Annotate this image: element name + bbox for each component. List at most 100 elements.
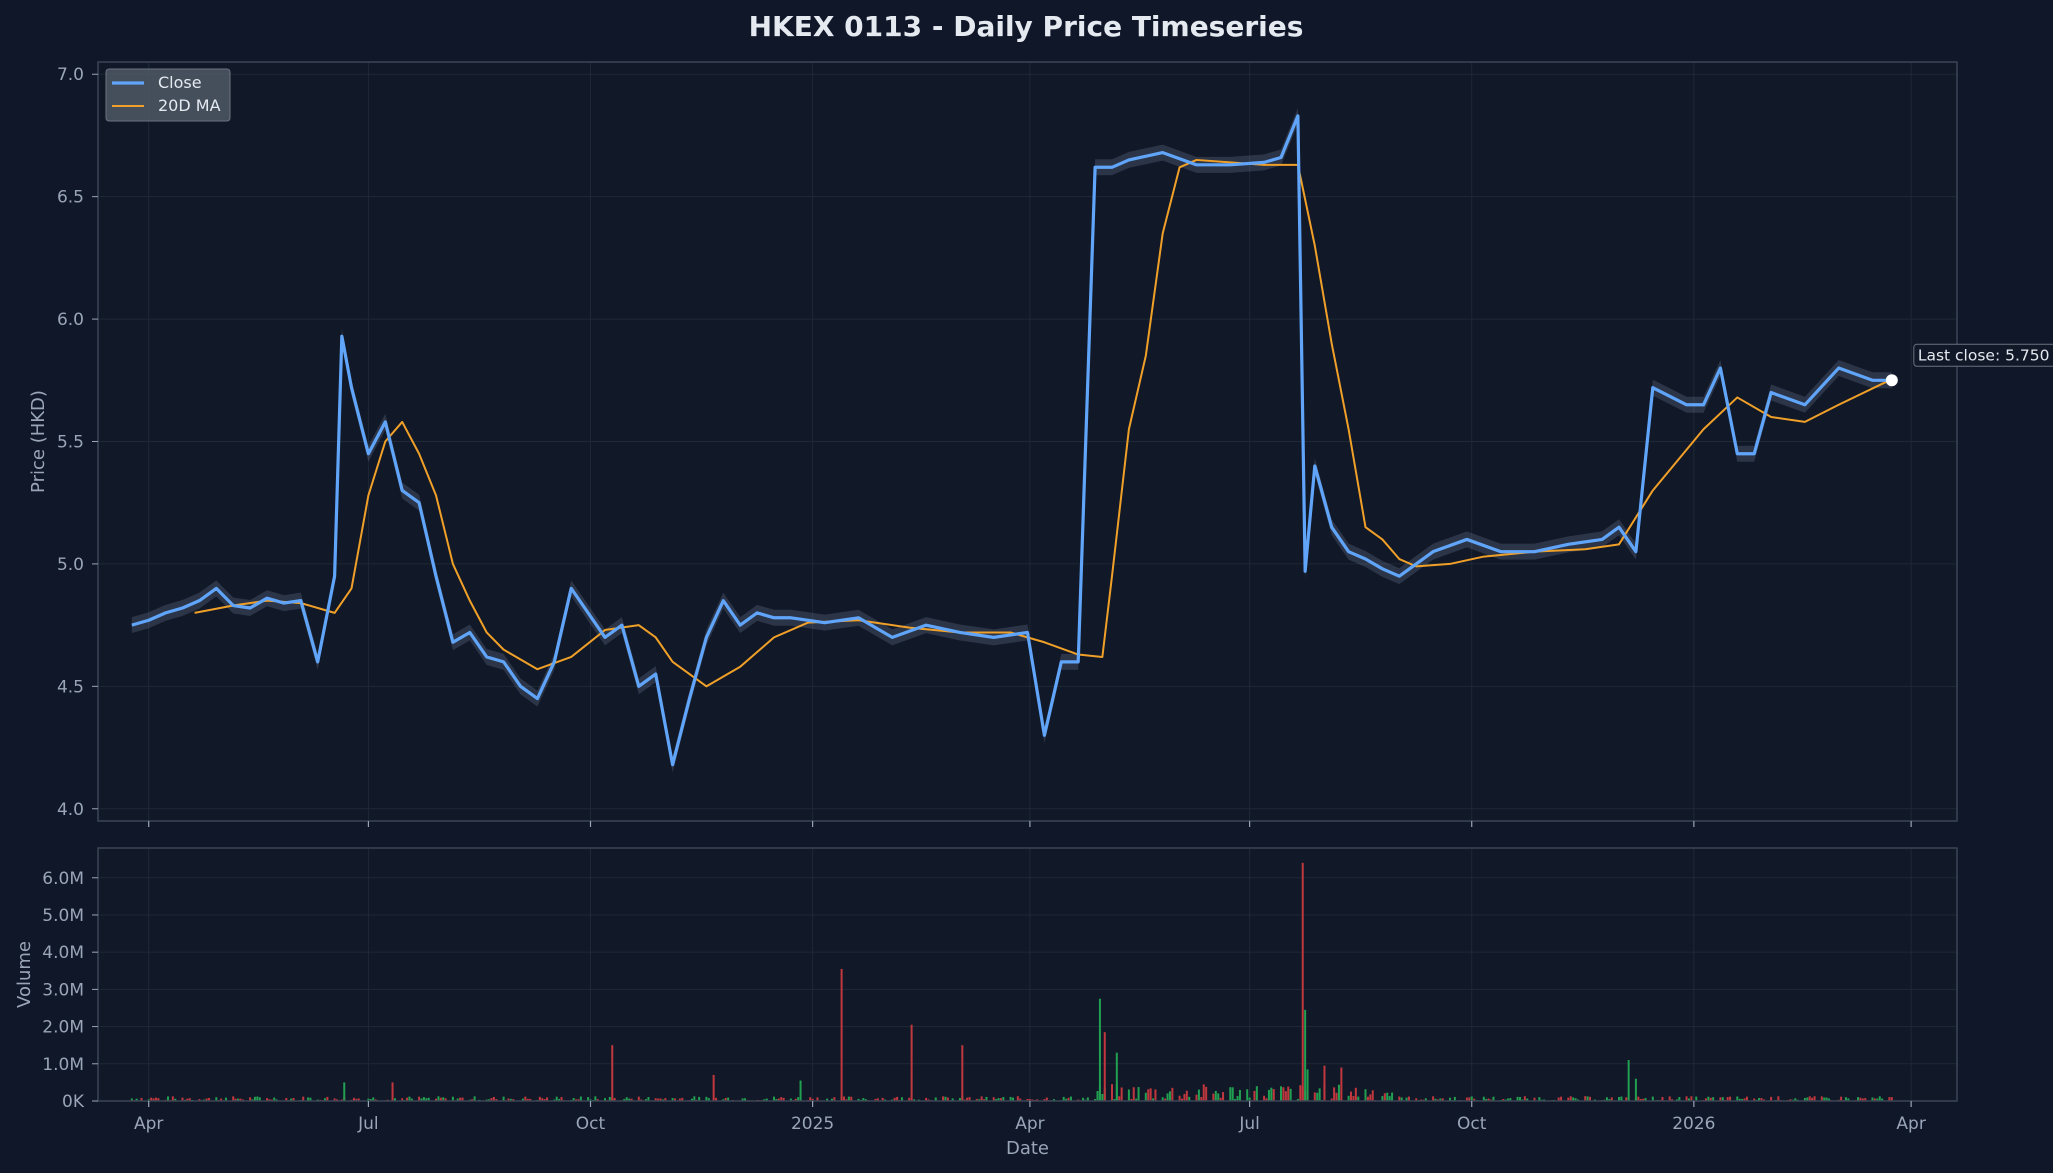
volume-bar [944,1096,947,1101]
volume-bar [1340,1067,1343,1101]
volume-bar [647,1096,650,1101]
volume-bar [1847,1098,1850,1101]
volume-bar [575,1099,578,1101]
volume-bar [1871,1097,1874,1101]
volume-bar [1608,1099,1611,1101]
volume-bar [1152,1098,1155,1101]
volume-bar [579,1096,582,1101]
volume-bar [809,1097,812,1101]
volume-bar [1400,1097,1403,1101]
volume-bar [1509,1098,1512,1101]
volume-bar [1287,1086,1290,1101]
volume-bar [1707,1096,1710,1101]
volume-bar [1859,1097,1862,1101]
volume-bar [712,1074,715,1101]
volume-bar [1864,1098,1867,1101]
volume-bar [1318,1088,1321,1101]
volume-bar [473,1096,476,1101]
volume-bar [1352,1095,1355,1101]
volume-bar [966,1097,969,1101]
volume-bar [150,1097,153,1101]
volume-bar [1690,1096,1693,1101]
volume-bar [999,1098,1002,1101]
volume-bar [1248,1097,1251,1101]
volume-bar [253,1096,256,1101]
volume-bar [1238,1089,1241,1101]
volume-y-tick-label: 2.0M [42,1018,84,1038]
volume-bar [1168,1091,1171,1101]
volume-bar [1118,1096,1121,1101]
volume-bar [1357,1096,1360,1101]
x-tick-label: Apr [134,1114,163,1134]
volume-bar [1391,1092,1394,1101]
volume-bar [1808,1096,1811,1101]
volume-bar [1794,1098,1797,1101]
volume-bar [251,1099,254,1101]
volume-bar [1284,1091,1287,1101]
volume-bar [782,1097,785,1101]
volume-bar [208,1097,211,1101]
volume-bar [343,1082,346,1101]
volume-bar [1103,1032,1106,1101]
volume-bar [1101,1093,1104,1101]
volume-bar [1185,1090,1188,1101]
volume-bar [625,1097,628,1101]
volume-bar [1335,1092,1338,1101]
volume-bar [174,1098,177,1101]
volume-bar [1811,1097,1814,1101]
volume-bar [1695,1096,1698,1101]
last-close-label: Last close: 5.750 [1918,346,2050,364]
volume-bar [1840,1096,1843,1101]
volume-bar [425,1098,428,1101]
volume-bar [1504,1099,1507,1101]
volume-bar [333,1098,336,1101]
volume-bar [744,1098,747,1101]
volume-bar [1231,1087,1234,1101]
volume-bar [913,1099,916,1101]
volume-bar [1473,1098,1476,1101]
volume-bar [1405,1097,1408,1101]
volume-bar [1009,1096,1012,1101]
volume-bar [1330,1098,1333,1101]
volume-bar [1036,1099,1039,1101]
volume-bar [722,1099,725,1101]
volume-bar [816,1097,819,1101]
volume-bar [693,1096,696,1101]
volume-bar [1369,1094,1372,1101]
volume-bar [1806,1097,1809,1101]
volume-x-ticks: Apr Jul Oct 2025 Apr Jul Oct 2026 Apr [134,1101,1926,1134]
volume-bar [1082,1097,1085,1101]
volume-bar [1197,1089,1200,1101]
volume-bar [1610,1097,1613,1101]
volume-bar [1881,1098,1884,1101]
volume-bar [285,1098,288,1101]
volume-bar [1313,1092,1316,1101]
volume-bar [1026,1098,1029,1101]
volume-bar [1229,1087,1232,1101]
volume-bar [1876,1098,1879,1101]
volume-bar [1188,1096,1191,1101]
volume-bar [995,1099,998,1101]
volume-bar [589,1099,592,1101]
volume-bar [198,1099,201,1101]
volume-bar [896,1096,899,1101]
volume-bar [789,1098,792,1101]
volume-bar [1222,1092,1225,1101]
volume-bar [1217,1093,1220,1101]
volume-bar [140,1097,143,1101]
price-panel: 4.0 4.5 5.0 5.5 6.0 6.5 7.0 Price (HKD) Close 2… [28,61,2053,827]
price-y-tick-label: 4.5 [57,677,84,697]
volume-bar [1890,1097,1893,1101]
volume-bar [900,1097,903,1101]
volume-bar [488,1099,491,1101]
volume-plot-area [98,848,1957,1101]
volume-bar [811,1098,814,1101]
volume-bar [1738,1098,1741,1101]
volume-bar [167,1096,170,1101]
volume-bar [1181,1098,1184,1101]
volume-bar [1857,1097,1860,1101]
volume-frame [97,847,1958,1102]
volume-bar [1130,1099,1133,1101]
volume-bar [611,1045,614,1101]
volume-bar [775,1099,778,1101]
